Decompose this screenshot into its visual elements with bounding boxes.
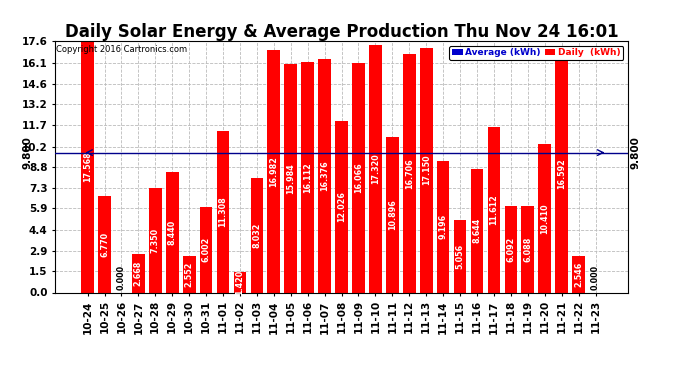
Text: 16.706: 16.706: [405, 158, 414, 189]
Text: 8.644: 8.644: [473, 218, 482, 243]
Title: Daily Solar Energy & Average Production Thu Nov 24 16:01: Daily Solar Energy & Average Production …: [65, 23, 618, 41]
Bar: [437, 161, 449, 292]
Text: 6.002: 6.002: [201, 237, 210, 262]
Text: 16.066: 16.066: [354, 162, 363, 193]
Text: 0.000: 0.000: [591, 265, 600, 290]
Bar: [504, 206, 518, 292]
Text: 10.410: 10.410: [540, 203, 549, 234]
Bar: [318, 59, 331, 292]
Bar: [302, 63, 314, 292]
Text: 7.350: 7.350: [151, 228, 160, 253]
Bar: [234, 272, 246, 292]
Bar: [268, 50, 280, 292]
Text: 15.984: 15.984: [286, 163, 295, 194]
Bar: [132, 254, 145, 292]
Bar: [81, 42, 94, 292]
Text: 16.112: 16.112: [303, 162, 312, 193]
Text: 17.320: 17.320: [371, 153, 380, 184]
Bar: [217, 131, 229, 292]
Text: 11.308: 11.308: [219, 196, 228, 227]
Text: 0.000: 0.000: [117, 265, 126, 290]
Text: Copyright 2016 Cartronics.com: Copyright 2016 Cartronics.com: [56, 45, 187, 54]
Bar: [522, 206, 534, 292]
Bar: [149, 188, 161, 292]
Text: 16.982: 16.982: [269, 156, 278, 187]
Bar: [454, 220, 466, 292]
Text: 10.896: 10.896: [388, 200, 397, 230]
Text: 16.592: 16.592: [557, 159, 566, 189]
Text: 9.196: 9.196: [439, 214, 448, 239]
Bar: [369, 45, 382, 292]
Text: 2.552: 2.552: [185, 262, 194, 287]
Text: 8.032: 8.032: [253, 222, 262, 248]
Text: 1.420: 1.420: [235, 270, 244, 295]
Text: 6.088: 6.088: [523, 236, 532, 262]
Bar: [352, 63, 365, 292]
Bar: [572, 256, 585, 292]
Bar: [538, 144, 551, 292]
Text: 16.376: 16.376: [320, 160, 329, 191]
Bar: [488, 127, 500, 292]
Text: 2.546: 2.546: [574, 262, 583, 287]
Text: 9.800: 9.800: [22, 136, 32, 169]
Bar: [98, 196, 111, 292]
Bar: [555, 56, 568, 292]
Text: 6.770: 6.770: [100, 232, 109, 257]
Text: 12.026: 12.026: [337, 191, 346, 222]
Bar: [471, 169, 484, 292]
Bar: [183, 256, 195, 292]
Text: 6.092: 6.092: [506, 236, 515, 262]
Text: 17.150: 17.150: [422, 155, 431, 185]
Bar: [250, 178, 264, 292]
Text: 8.440: 8.440: [168, 220, 177, 245]
Legend: Average (kWh), Daily  (kWh): Average (kWh), Daily (kWh): [449, 46, 623, 60]
Text: 11.612: 11.612: [489, 194, 498, 225]
Bar: [386, 137, 399, 292]
Text: 5.056: 5.056: [455, 244, 464, 269]
Bar: [284, 64, 297, 292]
Text: 2.668: 2.668: [134, 261, 143, 286]
Bar: [420, 48, 433, 292]
Bar: [199, 207, 213, 292]
Text: 17.568: 17.568: [83, 152, 92, 183]
Bar: [166, 172, 179, 292]
Bar: [335, 121, 348, 292]
Bar: [403, 54, 415, 292]
